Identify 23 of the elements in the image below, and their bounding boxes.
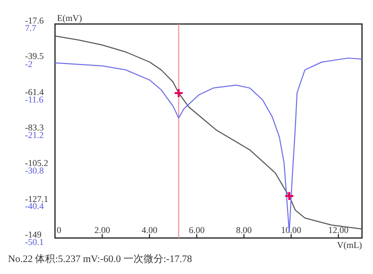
x-tick-label: 6.00 <box>188 225 206 235</box>
y-tick-label: -17.6 <box>25 16 44 26</box>
x-tick-label: 0 <box>56 225 62 235</box>
y2-tick-label: -11.6 <box>25 94 44 104</box>
x-tick-label: 2.00 <box>94 225 111 235</box>
y-axis-title: E(mV) <box>57 13 82 23</box>
x-tick-label: 12.00 <box>328 225 350 235</box>
y-tick-label: -83.3 <box>25 122 44 132</box>
y2-tick-label: -30.8 <box>25 166 44 176</box>
y-tick-label: -105.2 <box>25 158 48 168</box>
y-tick-label: -149 <box>25 230 42 240</box>
y2-tick-label: -21.2 <box>25 130 44 140</box>
y-tick-label: -39.5 <box>25 51 44 62</box>
y-tick-label: -127.1 <box>25 194 48 204</box>
y2-tick-label: 7.7 <box>25 23 37 33</box>
y2-tick-label: -40.4 <box>25 201 44 212</box>
x-tick-label: 8.00 <box>236 225 252 235</box>
x-tick-label: 4.00 <box>142 225 158 235</box>
text: No.22 体积:5.237 mV:-60.0 一次微分:-17.78 <box>8 253 192 265</box>
y2-tick-label: -50.1 <box>25 237 44 247</box>
y2-tick-label: -2 <box>25 58 32 69</box>
y-tick-label: -61.4 <box>25 86 44 97</box>
x-axis-title: V(mL) <box>337 240 362 250</box>
